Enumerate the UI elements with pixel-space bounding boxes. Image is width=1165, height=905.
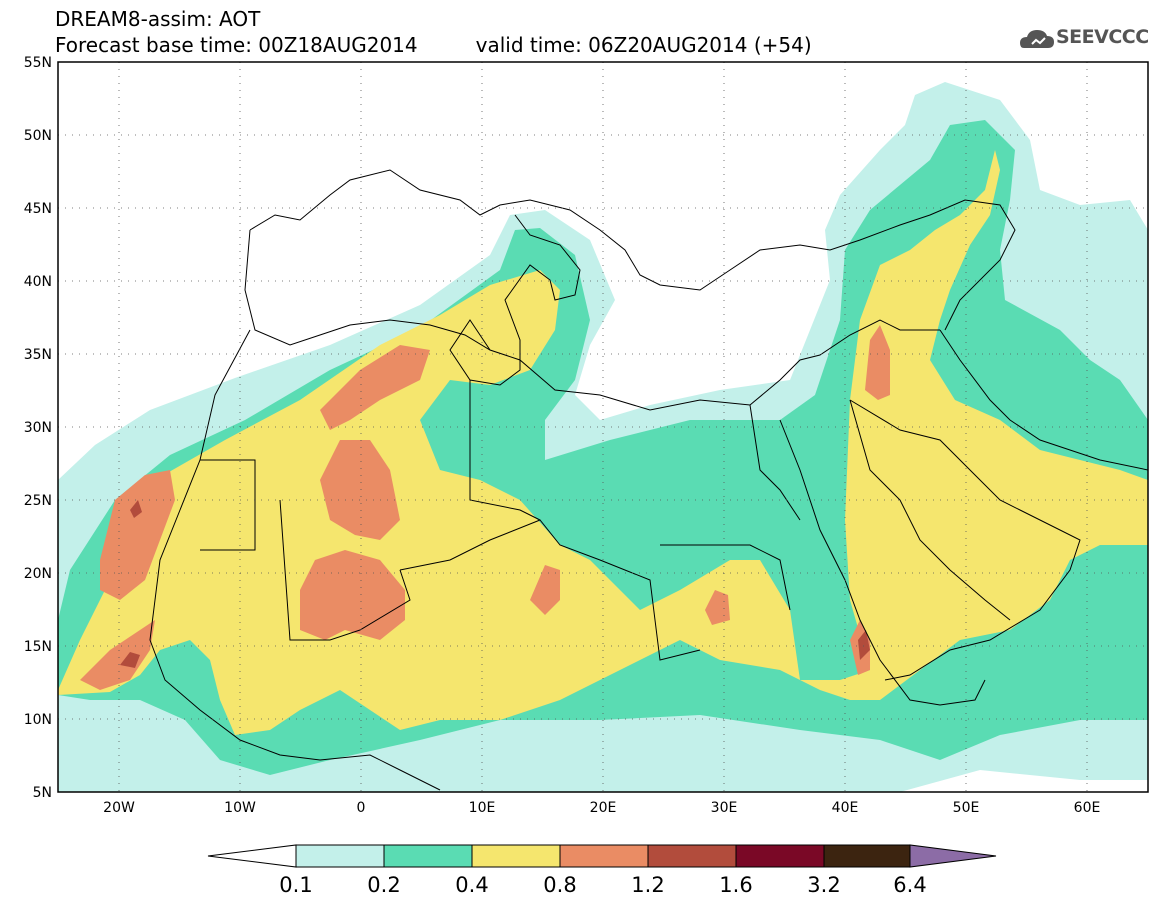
lat-label: 45N bbox=[24, 201, 52, 217]
lat-label: 50N bbox=[24, 128, 52, 144]
lat-axis: 55N 50N 45N 40N 35N 30N 25N 20N 15N 10N … bbox=[24, 55, 52, 801]
cloud-logo-icon bbox=[1020, 30, 1054, 48]
colorbar-label: 1.2 bbox=[631, 873, 664, 897]
lat-label: 35N bbox=[24, 347, 52, 363]
colorbar-swatch bbox=[295, 844, 385, 868]
aot-band-extreme bbox=[120, 500, 870, 668]
lon-label: 50E bbox=[953, 800, 980, 816]
colorbar-swatch bbox=[559, 844, 649, 868]
map-frame bbox=[57, 61, 1149, 793]
colorbar-label: 0.1 bbox=[279, 873, 312, 897]
colorbar-label: 6.4 bbox=[893, 873, 926, 897]
colorbar-arrow-left bbox=[207, 844, 297, 868]
colorbar-swatch bbox=[735, 844, 825, 868]
map-subtitle: Forecast base time: 00Z18AUG2014 valid ti… bbox=[55, 34, 812, 56]
lon-label: 30E bbox=[711, 800, 738, 816]
colorbar bbox=[207, 844, 997, 868]
lat-label: 55N bbox=[24, 55, 52, 71]
valid-time: valid time: 06Z20AUG2014 (+54) bbox=[475, 33, 812, 57]
lon-label: 20E bbox=[590, 800, 617, 816]
lon-label: 0 bbox=[357, 800, 366, 816]
colorbar-swatch bbox=[383, 844, 473, 868]
lon-axis: 20W 10W 0 10E 20E 30E 40E 50E 60E bbox=[103, 800, 1100, 816]
colorbar-label: 0.8 bbox=[543, 873, 576, 897]
colorbar-label: 3.2 bbox=[807, 873, 840, 897]
lat-label: 10N bbox=[24, 712, 52, 728]
aot-field bbox=[58, 82, 1148, 792]
colorbar-arrow-right bbox=[909, 844, 997, 868]
gridlines bbox=[58, 62, 1148, 792]
logo-text: SEEVCCC bbox=[1056, 26, 1149, 48]
lon-label: 60E bbox=[1074, 800, 1101, 816]
colorbar-label: 1.6 bbox=[719, 873, 752, 897]
map-title: DREAM8-assim: AOT bbox=[55, 7, 261, 31]
lat-label: 20N bbox=[24, 566, 52, 582]
lat-label: 40N bbox=[24, 274, 52, 290]
colorbar-label: 0.2 bbox=[367, 873, 400, 897]
lat-label: 15N bbox=[24, 639, 52, 655]
lat-label: 5N bbox=[33, 785, 52, 801]
colorbar-swatch bbox=[471, 844, 561, 868]
colorbar-swatch bbox=[823, 844, 911, 868]
lon-label: 10E bbox=[469, 800, 496, 816]
colorbar-swatch bbox=[647, 844, 737, 868]
coastlines bbox=[149, 169, 1148, 791]
lon-label: 40E bbox=[832, 800, 859, 816]
colorbar-labels: 0.1 0.2 0.4 0.8 1.2 1.6 3.2 6.4 bbox=[279, 873, 926, 897]
lat-label: 25N bbox=[24, 493, 52, 509]
aot-band-very-high bbox=[80, 325, 890, 690]
lon-label: 10W bbox=[224, 800, 256, 816]
colorbar-label: 0.4 bbox=[455, 873, 488, 897]
lon-label: 20W bbox=[103, 800, 135, 816]
base-time: Forecast base time: 00Z18AUG2014 bbox=[55, 33, 418, 57]
lat-label: 30N bbox=[24, 420, 52, 436]
